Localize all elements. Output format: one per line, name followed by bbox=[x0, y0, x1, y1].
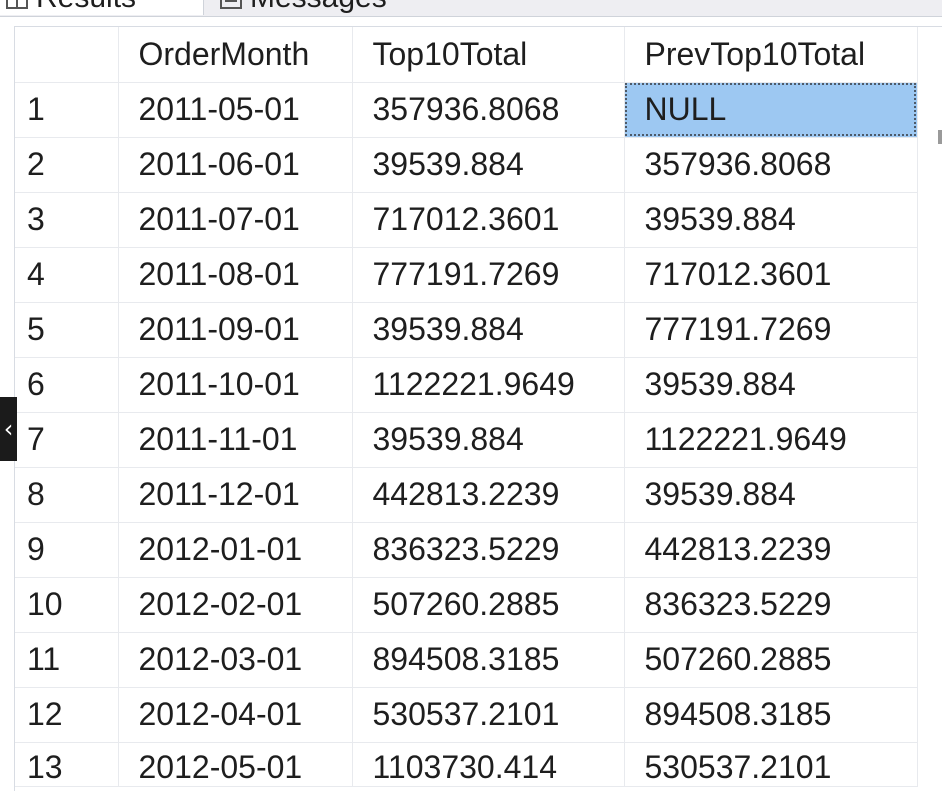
table-row[interactable]: 6 2011-10-01 1122221.9649 39539.884 bbox=[15, 357, 918, 413]
cell-top10total[interactable]: 39539.884 bbox=[352, 137, 625, 193]
cell-top10total[interactable]: 836323.5229 bbox=[352, 522, 625, 578]
cell-prevtop10total[interactable]: 530537.2101 bbox=[624, 742, 918, 787]
row-number-cell[interactable]: 7 bbox=[15, 412, 119, 468]
cell-ordermonth[interactable]: 2012-04-01 bbox=[118, 687, 353, 743]
table-row[interactable]: 13 2012-05-01 1103730.414 530537.2101 bbox=[15, 742, 918, 787]
cell-prevtop10total[interactable]: 357936.8068 bbox=[624, 137, 918, 193]
table-row[interactable]: 10 2012-02-01 507260.2885 836323.5229 bbox=[15, 577, 918, 633]
results-tab-bar: Results Messages bbox=[0, 0, 942, 17]
cell-prevtop10total[interactable]: 39539.884 bbox=[624, 467, 918, 523]
grid-icon bbox=[6, 0, 28, 9]
column-header-top10total[interactable]: Top10Total bbox=[352, 27, 625, 83]
corner-cell[interactable] bbox=[15, 27, 119, 83]
table-row[interactable]: 7 2011-11-01 39539.884 1122221.9649 bbox=[15, 412, 918, 468]
scrollbar-marker bbox=[938, 130, 942, 144]
cell-prevtop10total[interactable]: 507260.2885 bbox=[624, 632, 918, 688]
table-row[interactable]: 4 2011-08-01 777191.7269 717012.3601 bbox=[15, 247, 918, 303]
row-number-cell[interactable]: 4 bbox=[15, 247, 119, 303]
cell-prevtop10total[interactable]: 717012.3601 bbox=[624, 247, 918, 303]
cell-ordermonth[interactable]: 2011-11-01 bbox=[118, 412, 353, 468]
cell-top10total[interactable]: 1103730.414 bbox=[352, 742, 625, 787]
cell-top10total[interactable]: 1122221.9649 bbox=[352, 357, 625, 413]
collapse-handle[interactable]: ‹ bbox=[0, 397, 17, 461]
chevron-left-icon: ‹ bbox=[3, 415, 14, 443]
table-row[interactable]: 9 2012-01-01 836323.5229 442813.2239 bbox=[15, 522, 918, 578]
cell-prevtop10total[interactable]: 836323.5229 bbox=[624, 577, 918, 633]
cell-ordermonth[interactable]: 2011-12-01 bbox=[118, 467, 353, 523]
table-row[interactable]: 12 2012-04-01 530537.2101 894508.3185 bbox=[15, 687, 918, 743]
table-row[interactable]: 2 2011-06-01 39539.884 357936.8068 bbox=[15, 137, 918, 193]
cell-ordermonth[interactable]: 2011-08-01 bbox=[118, 247, 353, 303]
messages-icon bbox=[220, 0, 242, 9]
cell-prevtop10total[interactable]: 777191.7269 bbox=[624, 302, 918, 358]
cell-ordermonth[interactable]: 2012-01-01 bbox=[118, 522, 353, 578]
cell-top10total[interactable]: 530537.2101 bbox=[352, 687, 625, 743]
table-row[interactable]: 11 2012-03-01 894508.3185 507260.2885 bbox=[15, 632, 918, 688]
row-number-cell[interactable]: 1 bbox=[15, 82, 119, 138]
row-number-cell[interactable]: 12 bbox=[15, 687, 119, 743]
cell-top10total[interactable]: 894508.3185 bbox=[352, 632, 625, 688]
row-number-cell[interactable]: 6 bbox=[15, 357, 119, 413]
row-number-cell[interactable]: 8 bbox=[15, 467, 119, 523]
cell-prevtop10total[interactable]: NULL bbox=[624, 82, 918, 138]
cell-ordermonth[interactable]: 2012-03-01 bbox=[118, 632, 353, 688]
cell-ordermonth[interactable]: 2011-09-01 bbox=[118, 302, 353, 358]
row-number-cell[interactable]: 11 bbox=[15, 632, 119, 688]
row-number-cell[interactable]: 3 bbox=[15, 192, 119, 248]
cell-ordermonth[interactable]: 2011-05-01 bbox=[118, 82, 353, 138]
results-table: OrderMonth Top10Total PrevTop10Total 1 20… bbox=[15, 27, 918, 787]
cell-prevtop10total[interactable]: 1122221.9649 bbox=[624, 412, 918, 468]
header-row: OrderMonth Top10Total PrevTop10Total bbox=[15, 27, 918, 83]
cell-top10total[interactable]: 357936.8068 bbox=[352, 82, 625, 138]
cell-ordermonth[interactable]: 2012-02-01 bbox=[118, 577, 353, 633]
cell-top10total[interactable]: 717012.3601 bbox=[352, 192, 625, 248]
cell-prevtop10total[interactable]: 894508.3185 bbox=[624, 687, 918, 743]
results-grid[interactable]: OrderMonth Top10Total PrevTop10Total 1 20… bbox=[14, 26, 942, 791]
row-number-cell[interactable]: 2 bbox=[15, 137, 119, 193]
row-number-cell[interactable]: 5 bbox=[15, 302, 119, 358]
table-row[interactable]: 3 2011-07-01 717012.3601 39539.884 bbox=[15, 192, 918, 248]
row-number-cell[interactable]: 10 bbox=[15, 577, 119, 633]
tab-results-label: Results bbox=[36, 0, 136, 15]
table-row[interactable]: 8 2011-12-01 442813.2239 39539.884 bbox=[15, 467, 918, 523]
cell-top10total[interactable]: 507260.2885 bbox=[352, 577, 625, 633]
tab-results[interactable]: Results bbox=[0, 0, 204, 15]
table-row[interactable]: 5 2011-09-01 39539.884 777191.7269 bbox=[15, 302, 918, 358]
cell-ordermonth[interactable]: 2012-05-01 bbox=[118, 742, 353, 787]
cell-prevtop10total[interactable]: 39539.884 bbox=[624, 192, 918, 248]
column-header-ordermonth[interactable]: OrderMonth bbox=[118, 27, 353, 83]
row-number-cell[interactable]: 9 bbox=[15, 522, 119, 578]
row-number-cell[interactable]: 13 bbox=[15, 742, 119, 787]
column-header-prevtop10total[interactable]: PrevTop10Total bbox=[624, 27, 918, 83]
table-row[interactable]: 1 2011-05-01 357936.8068 NULL bbox=[15, 82, 918, 138]
cell-ordermonth[interactable]: 2011-07-01 bbox=[118, 192, 353, 248]
cell-prevtop10total[interactable]: 442813.2239 bbox=[624, 522, 918, 578]
cell-ordermonth[interactable]: 2011-06-01 bbox=[118, 137, 353, 193]
tab-messages[interactable]: Messages bbox=[210, 0, 450, 15]
cell-top10total[interactable]: 39539.884 bbox=[352, 412, 625, 468]
tab-messages-label: Messages bbox=[250, 0, 387, 15]
cell-prevtop10total[interactable]: 39539.884 bbox=[624, 357, 918, 413]
cell-top10total[interactable]: 442813.2239 bbox=[352, 467, 625, 523]
cell-ordermonth[interactable]: 2011-10-01 bbox=[118, 357, 353, 413]
cell-top10total[interactable]: 777191.7269 bbox=[352, 247, 625, 303]
cell-top10total[interactable]: 39539.884 bbox=[352, 302, 625, 358]
